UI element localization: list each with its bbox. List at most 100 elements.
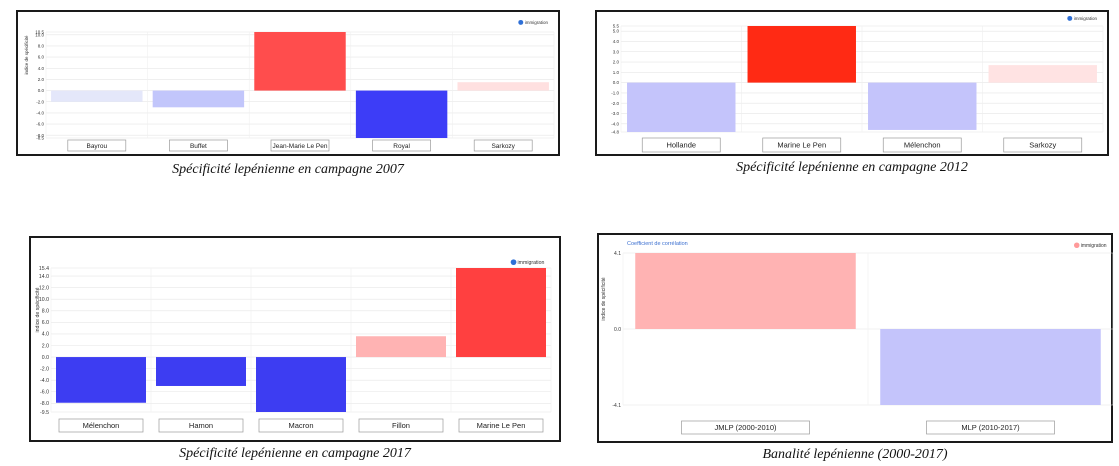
bar bbox=[747, 26, 856, 83]
chart-caption-2017: Spécificité lepénienne en campagne 2017 bbox=[179, 446, 411, 461]
bar bbox=[356, 336, 446, 358]
bar-chart-2012: 5.55.0 4.0 3.0 2.0 1.0 0.0 -1.0 -2.0 -3.0 -4.0 -4.… bbox=[611, 15, 1104, 153]
bar bbox=[256, 357, 346, 412]
y-tick-label: -8.5 bbox=[36, 136, 44, 141]
bar-chart-2017: 15.4 14.0 12.0 10.0 8.0 6.0 4.0 2.0 0.0 -2.0 -4.0 -… bbox=[35, 259, 552, 433]
category-label-box bbox=[158, 418, 244, 433]
category-label: Sarkozy bbox=[491, 143, 515, 150]
category-label-box bbox=[641, 137, 721, 153]
y-axis-title: indice de spécificité bbox=[601, 277, 607, 321]
bar bbox=[156, 357, 246, 386]
category-label: Marine Le Pen bbox=[477, 421, 526, 430]
category-label: Fillon bbox=[392, 421, 410, 430]
category-label: MLP (2010-2017) bbox=[961, 423, 1020, 432]
category-label-box bbox=[1003, 137, 1083, 153]
y-tick-label: 0.0 bbox=[614, 327, 621, 333]
y-tick-label: -2.0 bbox=[611, 101, 619, 106]
y-tick-label: -2.0 bbox=[40, 366, 49, 372]
y-tick-label: 10.0 bbox=[35, 32, 44, 37]
y-tick-label: -9.5 bbox=[40, 410, 49, 416]
category-label: Buffet bbox=[190, 143, 207, 150]
y-tick-label: -4.8 bbox=[611, 130, 619, 135]
chart-frame-2012: 5.5 5.0 4.0 3.0 2.0 1.0 0.0 -1.0 -2.0 -3.0 -4.0 -4.… bbox=[595, 10, 1109, 156]
chart-frame-banalite: 4.1 0.0 -4.1 indice de spécificité Coefficie… bbox=[597, 233, 1114, 443]
y-axis-title: indice de spécificité bbox=[24, 35, 29, 75]
bar bbox=[880, 329, 1101, 405]
y-tick-label: 0.0 bbox=[613, 80, 620, 85]
y-tick-label: 5.5 bbox=[613, 24, 620, 29]
category-label: Sarkozy bbox=[1029, 141, 1056, 150]
category-label: Hamon bbox=[189, 421, 213, 430]
category-label: Royal bbox=[393, 143, 410, 150]
category-label-box bbox=[926, 420, 1055, 435]
y-tick-label: 14.0 bbox=[39, 274, 49, 280]
bar bbox=[51, 90, 143, 102]
category-label-box bbox=[882, 137, 962, 153]
legend-label: immigration bbox=[1074, 16, 1098, 21]
category-label-box bbox=[358, 418, 444, 433]
y-tick-label: -8.0 bbox=[40, 401, 49, 407]
y-tick-label: -4.0 bbox=[611, 121, 619, 126]
y-tick-label: -6.0 bbox=[40, 390, 49, 396]
y-tick-label: 2.0 bbox=[613, 60, 620, 65]
category-label-box bbox=[67, 139, 127, 152]
chart-frame-2007: 10.5 10.0 8.0 6.0 4.0 2.0 0.0 -2.0 -4.0 -6.0 -8.0-… bbox=[16, 10, 560, 156]
legend-marker bbox=[510, 259, 517, 266]
y-tick-label: -4.0 bbox=[40, 378, 49, 384]
category-label-box bbox=[762, 137, 842, 153]
category-label-box bbox=[58, 418, 144, 433]
category-label: Bayrou bbox=[86, 143, 107, 150]
bar bbox=[56, 357, 146, 403]
category-label-box bbox=[681, 420, 810, 435]
y-tick-label: 4.0 bbox=[613, 39, 620, 44]
bar bbox=[627, 82, 736, 132]
y-tick-label: -1.0 bbox=[611, 90, 619, 95]
y-tick-label: 6.0 bbox=[38, 55, 45, 60]
category-label: Macron bbox=[288, 421, 313, 430]
y-tick-label: -6.0 bbox=[36, 122, 44, 127]
category-label-box bbox=[458, 418, 544, 433]
legend-label: immigration bbox=[518, 260, 545, 266]
chart-caption-2007: Spécificité lepénienne en campagne 2007 bbox=[172, 162, 404, 177]
category-label: Jean-Marie Le Pen bbox=[273, 143, 328, 150]
category-label-box bbox=[372, 139, 431, 152]
y-tick-label: 6.0 bbox=[42, 320, 49, 326]
category-label: Mélenchon bbox=[904, 141, 941, 150]
bar bbox=[152, 90, 245, 108]
legend-marker bbox=[518, 19, 524, 25]
y-tick-label: 8.0 bbox=[38, 44, 45, 49]
category-label: Marine Le Pen bbox=[777, 141, 826, 150]
y-tick-label: -4.0 bbox=[36, 110, 44, 115]
chart-caption-banalite: Banalité lepénienne (2000-2017) bbox=[762, 447, 948, 462]
y-tick-label: 15.4 bbox=[39, 266, 49, 272]
bar-chart-2007: 10.510.0 8.0 6.0 4.0 2.0 0.0 -2.0 -4.0 -6.0 -8.0-… bbox=[24, 19, 555, 152]
legend-marker bbox=[1067, 15, 1073, 21]
bar bbox=[988, 65, 1097, 83]
y-tick-label: 8.0 bbox=[42, 309, 49, 315]
bar bbox=[355, 90, 448, 138]
chart-title: Coefficient de corrélation bbox=[627, 241, 688, 247]
y-tick-label: 0.0 bbox=[42, 355, 49, 361]
y-tick-label: 4.0 bbox=[38, 66, 45, 71]
category-label-box bbox=[169, 139, 228, 152]
y-tick-label: 10.0 bbox=[39, 297, 49, 303]
y-tick-label: 2.0 bbox=[38, 77, 45, 82]
bar bbox=[254, 32, 346, 91]
category-label-box bbox=[473, 139, 533, 152]
y-tick-label: 4.1 bbox=[614, 251, 621, 257]
legend-marker bbox=[1074, 242, 1080, 248]
bar bbox=[635, 253, 856, 329]
category-label-box bbox=[258, 418, 344, 433]
y-tick-label: 3.0 bbox=[613, 49, 620, 54]
chart-frame-2017: 15.4 14.0 12.0 10.0 8.0 6.0 4.0 2.0 0.0 -2.0 -4.0 -… bbox=[29, 236, 561, 442]
legend-label: immigration bbox=[1081, 243, 1107, 249]
y-axis-title: indice de spécificité bbox=[35, 287, 41, 332]
y-tick-label: 12.0 bbox=[39, 285, 49, 291]
bar-chart-banalite: 4.1 0.0 -4.1 indice de spécificité Coefficie… bbox=[601, 241, 1114, 435]
y-tick-label: 0.0 bbox=[38, 88, 45, 93]
category-label: Hollande bbox=[666, 141, 696, 150]
y-tick-label: -2.0 bbox=[36, 99, 44, 104]
category-label-box bbox=[270, 139, 330, 152]
legend-label: immigration bbox=[525, 20, 549, 25]
y-tick-label: 1.0 bbox=[613, 70, 620, 75]
